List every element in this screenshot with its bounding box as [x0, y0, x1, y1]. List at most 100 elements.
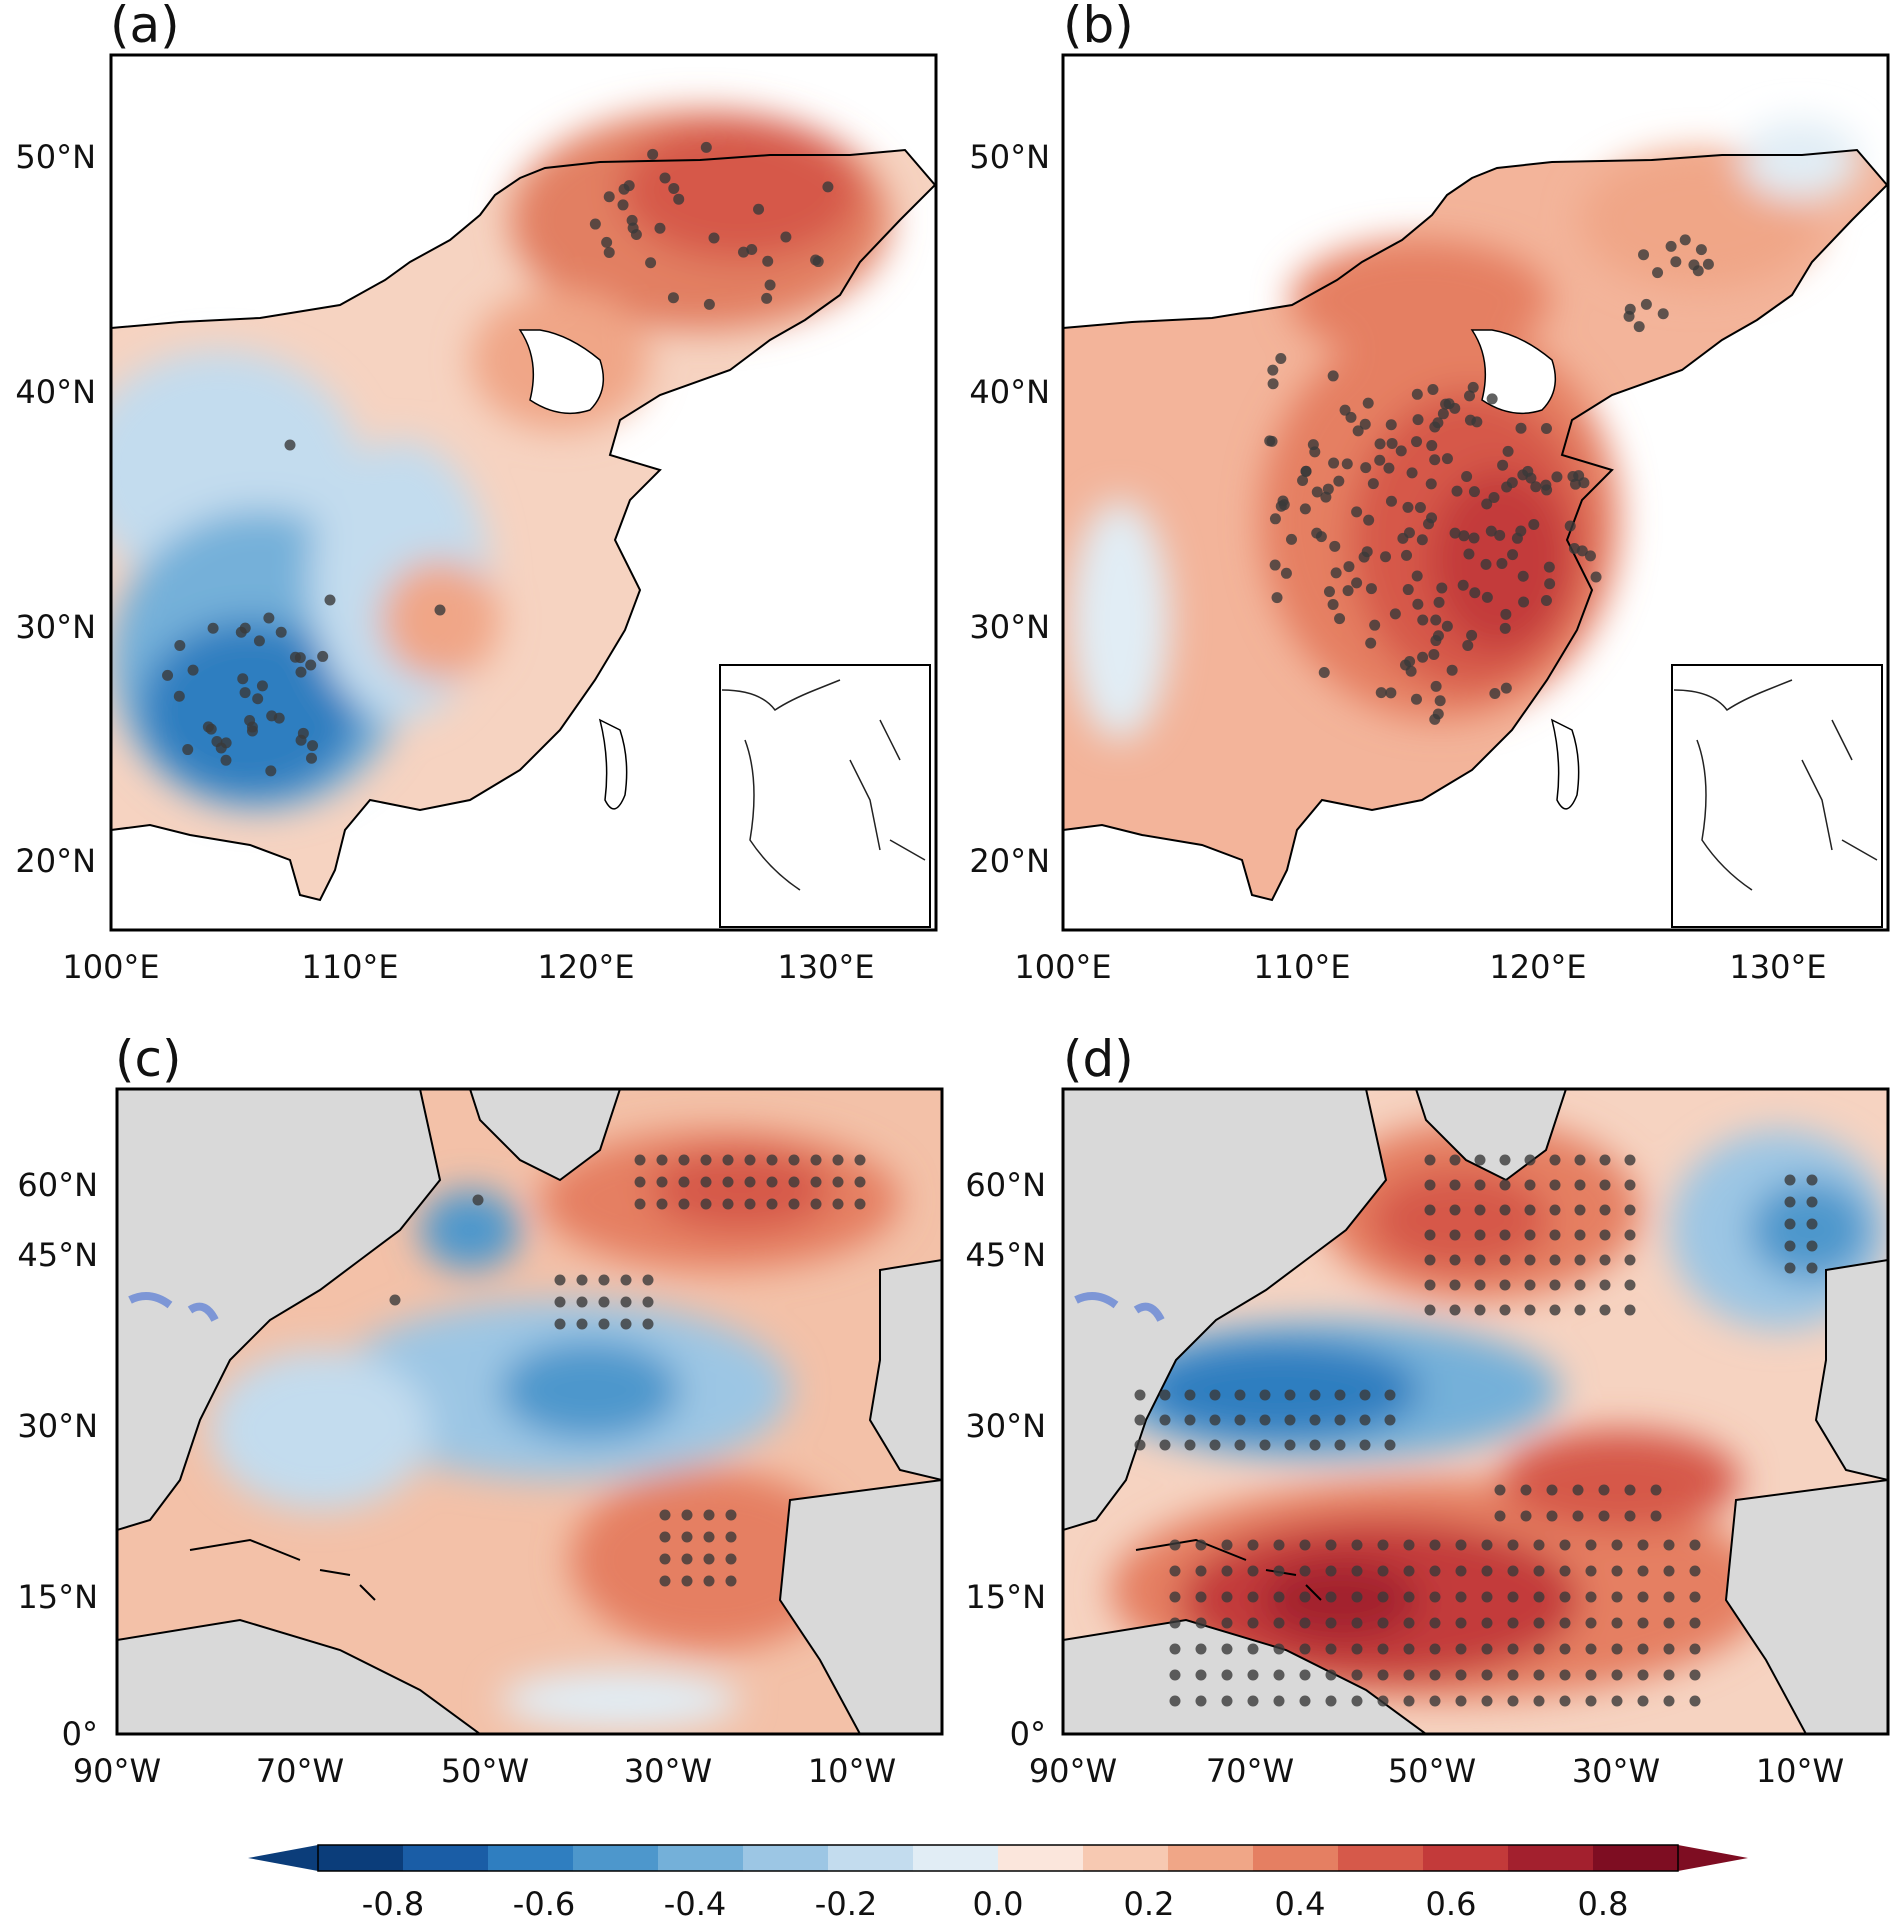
significance-dot: [1599, 1179, 1611, 1191]
significance-dot: [1195, 1591, 1207, 1603]
significance-dot: [681, 1531, 693, 1543]
significance-dot: [1689, 1539, 1701, 1551]
significance-dot: [788, 1198, 800, 1210]
significance-dot: [1663, 1617, 1675, 1629]
significance-dot: [307, 740, 319, 752]
significance-dot: [1424, 1204, 1436, 1216]
colorbar-segment: [573, 1845, 659, 1871]
significance-dot: [1428, 648, 1440, 660]
significance-dot: [1455, 1565, 1467, 1577]
significance-dot: [1650, 1510, 1662, 1522]
significance-dot: [1559, 1669, 1571, 1681]
significance-dot: [1221, 1669, 1233, 1681]
panel-c-ytick: 15°N: [17, 1578, 98, 1616]
significance-dot: [1494, 1510, 1506, 1522]
significance-dot: [1414, 501, 1426, 513]
significance-dot: [1195, 1565, 1207, 1577]
significance-dot: [1365, 583, 1377, 595]
panel-b-ytick: 20°N: [969, 842, 1050, 880]
significance-dot: [1564, 520, 1576, 532]
significance-dot: [659, 1553, 671, 1565]
colorbar-tick: 0.0: [973, 1885, 1024, 1923]
colorbar-tick: -0.4: [664, 1885, 726, 1923]
significance-dot: [1624, 1204, 1636, 1216]
significance-dot: [1412, 598, 1424, 610]
significance-dot: [1689, 1695, 1701, 1707]
significance-dot: [1351, 1695, 1363, 1707]
significance-dot: [1247, 1695, 1259, 1707]
significance-dot: [1429, 1539, 1441, 1551]
panel-a-coastline: [111, 148, 936, 902]
significance-dot: [1359, 1389, 1371, 1401]
significance-dot: [1351, 577, 1363, 589]
significance-dot: [700, 1176, 712, 1188]
colorbar-segment: [828, 1845, 914, 1871]
significance-dot: [668, 182, 680, 194]
significance-dot: [1362, 397, 1374, 409]
significance-dot: [1417, 651, 1429, 663]
panel-b-xtick: 120°E: [1489, 948, 1586, 986]
significance-dot: [1524, 1154, 1536, 1166]
significance-dot: [1299, 503, 1311, 515]
panel-b-xtick: 130°E: [1729, 948, 1826, 986]
significance-dot: [1695, 244, 1707, 256]
panel-c-africa: [778, 1478, 942, 1734]
panel-b-x-ticks: 100°E 110°E 120°E 130°E: [1014, 948, 1826, 986]
significance-dot: [1405, 665, 1417, 677]
significance-dot: [1461, 470, 1473, 482]
significance-dot: [1359, 1414, 1371, 1426]
significance-dot: [1275, 352, 1287, 364]
significance-dot: [1481, 591, 1493, 603]
significance-dot: [289, 651, 301, 663]
panel-d-label: (d): [1063, 1030, 1134, 1088]
significance-dot: [1611, 1643, 1623, 1655]
significance-dot: [253, 635, 265, 647]
significance-dot: [1195, 1643, 1207, 1655]
significance-dot: [603, 191, 615, 203]
significance-dot: [1524, 1204, 1536, 1216]
significance-dot: [1341, 458, 1353, 470]
colorbar: -0.8 -0.6 -0.4 -0.2 0.0 0.2 0.4 0.6 0.8: [248, 1844, 1748, 1923]
significance-dot: [305, 659, 317, 671]
significance-dot: [598, 1274, 610, 1286]
significance-dot: [1499, 1204, 1511, 1216]
significance-dot: [1481, 1669, 1493, 1681]
significance-dot: [1467, 381, 1479, 393]
significance-dot: [1574, 1154, 1586, 1166]
significance-dot: [1325, 1695, 1337, 1707]
panel-d-africa: [1724, 1478, 1888, 1734]
significance-dot: [681, 1553, 693, 1565]
significance-dot: [810, 1198, 822, 1210]
significance-dot: [1559, 1565, 1571, 1577]
significance-dot: [1267, 378, 1279, 390]
significance-dot: [182, 744, 194, 756]
panel-b-field: [1063, 120, 1888, 902]
significance-dot: [1403, 1565, 1415, 1577]
significance-dot: [1507, 1539, 1519, 1551]
significance-dot: [1599, 1154, 1611, 1166]
panel-b-ytick: 50°N: [969, 138, 1050, 176]
significance-dot: [1499, 1254, 1511, 1266]
significance-dot: [1481, 1591, 1493, 1603]
significance-dot: [1502, 445, 1514, 457]
significance-dot: [1507, 1643, 1519, 1655]
significance-dot: [1377, 1669, 1389, 1681]
significance-dot: [275, 626, 287, 638]
significance-dot: [1624, 1179, 1636, 1191]
significance-dot: [1403, 1695, 1415, 1707]
panel-d-ytick: 0°: [1010, 1715, 1046, 1753]
significance-dot: [1325, 1591, 1337, 1603]
significance-dot: [1637, 1695, 1649, 1707]
significance-dot: [647, 148, 659, 160]
significance-dot: [1549, 1229, 1561, 1241]
panel-a-ytick: 50°N: [15, 138, 96, 176]
significance-dot: [211, 736, 223, 748]
colorbar-segment: [1423, 1845, 1509, 1871]
significance-dot: [1533, 1643, 1545, 1655]
significance-dot: [1524, 1254, 1536, 1266]
significance-dot: [1286, 533, 1298, 545]
colorbar-segment: [403, 1845, 489, 1871]
panel-b-coastline: [1063, 148, 1888, 902]
significance-dot: [1358, 551, 1370, 563]
significance-dot: [1284, 1414, 1296, 1426]
